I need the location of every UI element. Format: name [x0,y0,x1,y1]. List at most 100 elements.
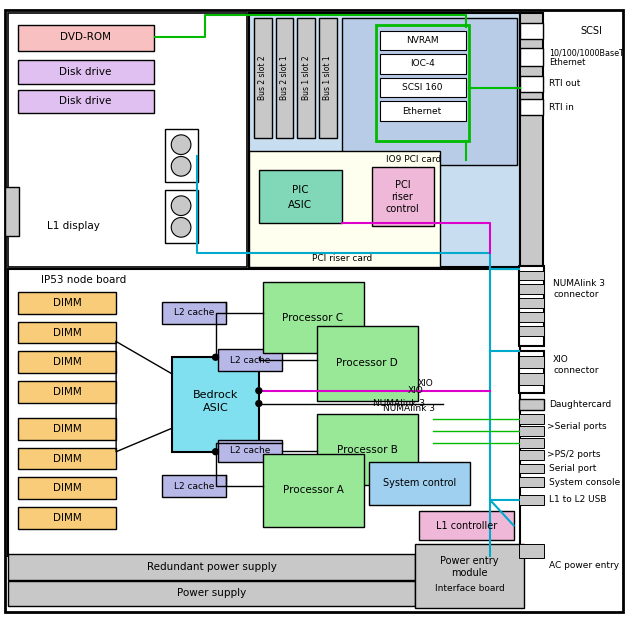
Bar [276,17,293,138]
Bar [518,266,544,346]
Text: Daughtercard: Daughtercard [549,400,611,409]
Text: Processor B: Processor B [337,445,397,455]
Bar [249,13,520,267]
Bar [259,170,342,223]
Text: Disk drive: Disk drive [60,67,112,77]
Bar [8,269,520,556]
Bar [380,30,465,50]
Bar [18,448,116,470]
Bar [518,271,544,281]
Bar [18,477,116,499]
Bar [518,356,544,368]
Bar [297,17,315,138]
Bar [8,581,415,606]
Bar [163,475,227,497]
Bar [518,298,544,308]
Text: NVRAM: NVRAM [406,36,438,45]
Bar [518,373,544,385]
Text: Redundant power supply: Redundant power supply [147,562,276,572]
Bar [376,25,470,141]
Bar [518,438,544,448]
Bar [18,418,116,440]
Text: Power entry: Power entry [440,556,499,566]
Text: Interface board: Interface board [435,584,504,593]
Bar [520,100,543,115]
Bar [18,90,154,113]
Bar [5,187,19,236]
Bar [317,326,419,401]
Text: L1 display: L1 display [47,221,100,231]
Circle shape [256,401,262,406]
Text: L1 to L2 USB: L1 to L2 USB [549,496,607,504]
Bar [520,13,543,267]
Bar [18,292,116,314]
Text: PCI: PCI [395,180,410,190]
Text: DIMM: DIMM [52,483,81,493]
Bar [518,284,544,294]
Text: DVD-ROM: DVD-ROM [60,32,111,42]
Text: DIMM: DIMM [52,357,81,367]
Circle shape [172,196,191,216]
Text: connector: connector [553,290,598,299]
Text: module: module [451,568,488,578]
Circle shape [212,449,218,455]
Text: >PS/2 ports: >PS/2 ports [547,450,601,459]
Bar [163,302,227,324]
Bar [372,167,434,226]
Bar [317,414,419,485]
Text: Power supply: Power supply [177,588,246,598]
Bar [518,544,544,558]
Bar [520,76,543,91]
Bar [518,463,544,473]
Text: Serial port: Serial port [549,464,596,473]
Text: System console: System console [549,478,620,487]
Bar [319,17,337,138]
Text: AC power entry: AC power entry [549,562,620,570]
Text: Disk drive: Disk drive [60,96,112,106]
Text: Processor A: Processor A [282,485,344,495]
Circle shape [256,388,262,394]
Circle shape [172,135,191,154]
Text: XIO: XIO [408,386,423,395]
Text: IO9 PCI card: IO9 PCI card [386,155,441,164]
Text: Processor C: Processor C [282,313,344,323]
Bar [518,495,544,505]
Bar [415,544,524,608]
Text: NUMAlink 3: NUMAlink 3 [553,279,605,288]
Text: Bus 2 slot 1: Bus 2 slot 1 [280,55,289,100]
Text: XIO: XIO [553,355,569,364]
Text: DIMM: DIMM [52,513,81,522]
Circle shape [172,157,191,176]
Bar [263,453,364,527]
Text: RTI out: RTI out [549,79,580,88]
Bar [518,351,544,392]
Bar [165,129,198,182]
Circle shape [212,355,218,360]
Bar [218,350,282,371]
Text: L1 controller: L1 controller [436,521,497,531]
Bar [419,511,514,541]
Text: 10/100/1000BaseT: 10/100/1000BaseT [549,49,624,58]
Text: DIMM: DIMM [52,328,81,338]
Text: Bedrock: Bedrock [193,389,238,400]
Bar [380,54,465,74]
Text: DIMM: DIMM [52,298,81,308]
Text: Bus 1 slot 2: Bus 1 slot 2 [301,55,310,100]
Bar [18,507,116,529]
Bar [518,312,544,322]
Bar [249,151,440,267]
Text: NUMAlink 3: NUMAlink 3 [373,399,425,408]
Text: IOC-4: IOC-4 [410,60,435,68]
Text: PIC: PIC [292,185,308,195]
Bar [518,450,544,460]
Bar [518,326,544,336]
Text: >Serial ports: >Serial ports [547,422,607,430]
Text: Ethernet: Ethernet [549,58,586,68]
Bar [518,477,544,487]
Bar [218,440,282,462]
Bar [518,426,544,436]
Text: ASIC: ASIC [288,200,312,210]
Text: RTI in: RTI in [549,103,574,112]
Text: L2 cache: L2 cache [173,481,214,491]
Text: L2 cache: L2 cache [230,356,270,364]
